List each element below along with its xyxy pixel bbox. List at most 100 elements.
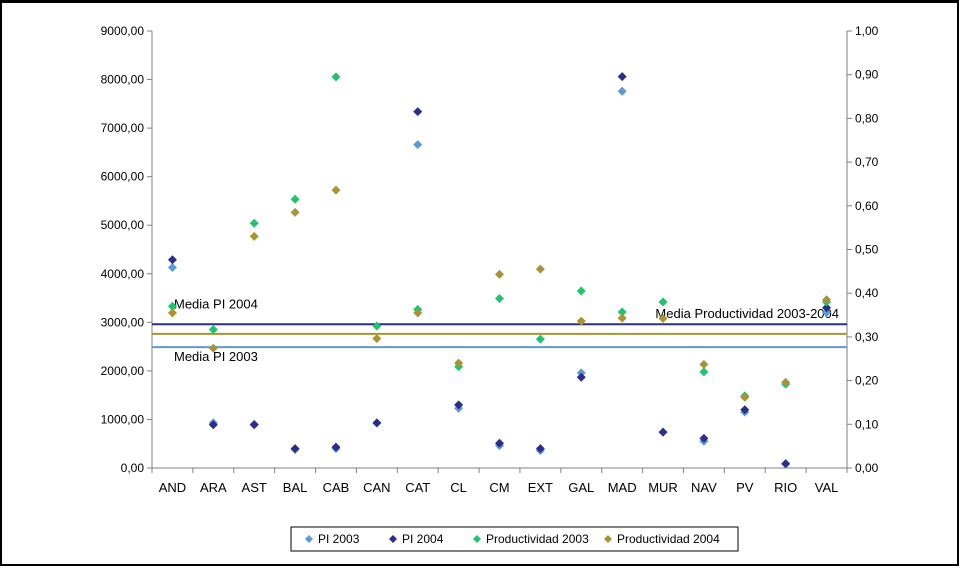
right-tick-label: 0,20 (855, 374, 879, 388)
axes: 0,00 1000,00 2000,00 3000,00 4000,00 5000,00 6… (101, 24, 879, 495)
data-point (249, 420, 259, 430)
data-point (699, 367, 709, 377)
data-point (331, 442, 341, 452)
data-point (699, 433, 709, 443)
data-point (781, 459, 791, 469)
data-point (167, 255, 177, 265)
legend-label: Productividad 2004 (617, 532, 720, 546)
series-productividad-2004 (167, 185, 832, 402)
legend-marker (473, 535, 481, 543)
data-point (372, 321, 382, 331)
data-point (208, 420, 218, 430)
data-point (617, 72, 627, 82)
data-point (167, 308, 177, 318)
data-point (617, 313, 627, 323)
left-tick-label: 5000,00 (101, 218, 145, 232)
data-point (658, 427, 668, 437)
data-point (535, 444, 545, 454)
data-point (208, 343, 218, 353)
data-point (495, 293, 504, 303)
data-point (249, 231, 259, 241)
x-tick-label: BAL (283, 480, 308, 495)
left-tick-label: 7000,00 (101, 121, 145, 135)
legend-box (290, 526, 739, 552)
data-point (658, 297, 668, 307)
data-point (658, 314, 668, 324)
legend-marker (389, 535, 397, 543)
right-tick-label: 0,90 (855, 68, 879, 82)
left-tick-label: 8000,00 (101, 73, 145, 87)
x-tick-label: CAN (363, 480, 390, 495)
right-tick-label: 0,00 (855, 461, 879, 475)
data-point (249, 218, 259, 228)
x-tick-label: PV (736, 480, 754, 495)
data-point (372, 334, 382, 344)
data-point (781, 377, 791, 387)
data-point (576, 372, 586, 382)
x-tick-label: CAB (323, 480, 350, 495)
reference-lines: Media PI 2004 Media PI 2003 Media Producti… (152, 296, 847, 364)
x-tick-label: EXT (528, 480, 553, 495)
data-point (331, 72, 341, 82)
right-tick-label: 0,30 (855, 330, 879, 344)
data-point (372, 418, 382, 428)
data-point (576, 316, 586, 326)
data-point (454, 358, 464, 368)
x-tick-label: AND (159, 480, 186, 495)
data-point (822, 303, 832, 313)
x-tick-label: RIO (774, 480, 797, 495)
x-tick-label: ARA (200, 480, 227, 495)
legend-label: PI 2003 (318, 532, 360, 546)
data-point (167, 301, 177, 311)
data-point (822, 308, 832, 318)
x-tick-label: MAD (608, 480, 637, 495)
data-point (576, 286, 586, 296)
series-productividad-2003 (167, 72, 832, 401)
reference-line-label: Media PI 2004 (174, 296, 258, 311)
left-tick-label: 1000,00 (101, 412, 145, 426)
legend-label: PI 2004 (402, 532, 444, 546)
left-tick-label: 0,00 (121, 461, 145, 475)
right-tick-label: 0,80 (855, 111, 879, 125)
data-points (167, 72, 832, 469)
legend-marker (305, 535, 313, 543)
data-point (617, 307, 627, 317)
data-point (495, 438, 504, 448)
left-tick-label: 4000,00 (101, 267, 145, 281)
right-tick-label: 0,50 (855, 243, 879, 257)
right-tick-label: 0,60 (855, 199, 879, 213)
right-tick-label: 0,10 (855, 417, 879, 431)
right-tick-label: 0,40 (855, 286, 879, 300)
data-point (699, 359, 709, 369)
left-tick-label: 3000,00 (101, 315, 145, 329)
data-point (535, 264, 545, 274)
data-point (740, 392, 750, 402)
data-point (454, 400, 464, 410)
data-point (535, 334, 545, 344)
left-tick-label: 6000,00 (101, 170, 145, 184)
series-pi-2004 (167, 72, 832, 469)
data-point (413, 308, 423, 318)
right-tick-label: 1,00 (855, 24, 879, 38)
legend: PI 2003 PI 2004 Productividad 2003 Producti… (290, 526, 739, 552)
legend-label: Productividad 2003 (486, 532, 589, 546)
data-point (290, 444, 300, 454)
reference-line-label: Media Productividad 2003-2004 (655, 306, 839, 321)
data-point (167, 262, 177, 272)
x-tick-label: CL (450, 480, 467, 495)
x-tick-label: VAL (815, 480, 839, 495)
data-point (208, 324, 218, 334)
data-point (413, 140, 423, 150)
data-point (495, 269, 504, 279)
data-point (740, 405, 750, 415)
right-tick-label: 0,70 (855, 155, 879, 169)
left-tick-label: 9000,00 (101, 24, 145, 38)
data-point (290, 207, 300, 217)
data-point (617, 86, 627, 96)
x-tick-label: AST (242, 480, 267, 495)
data-point (290, 194, 300, 204)
left-tick-label: 2000,00 (101, 364, 145, 378)
x-tick-label: MUR (648, 480, 678, 495)
x-tick-label: CAT (405, 480, 430, 495)
data-point (331, 185, 341, 195)
